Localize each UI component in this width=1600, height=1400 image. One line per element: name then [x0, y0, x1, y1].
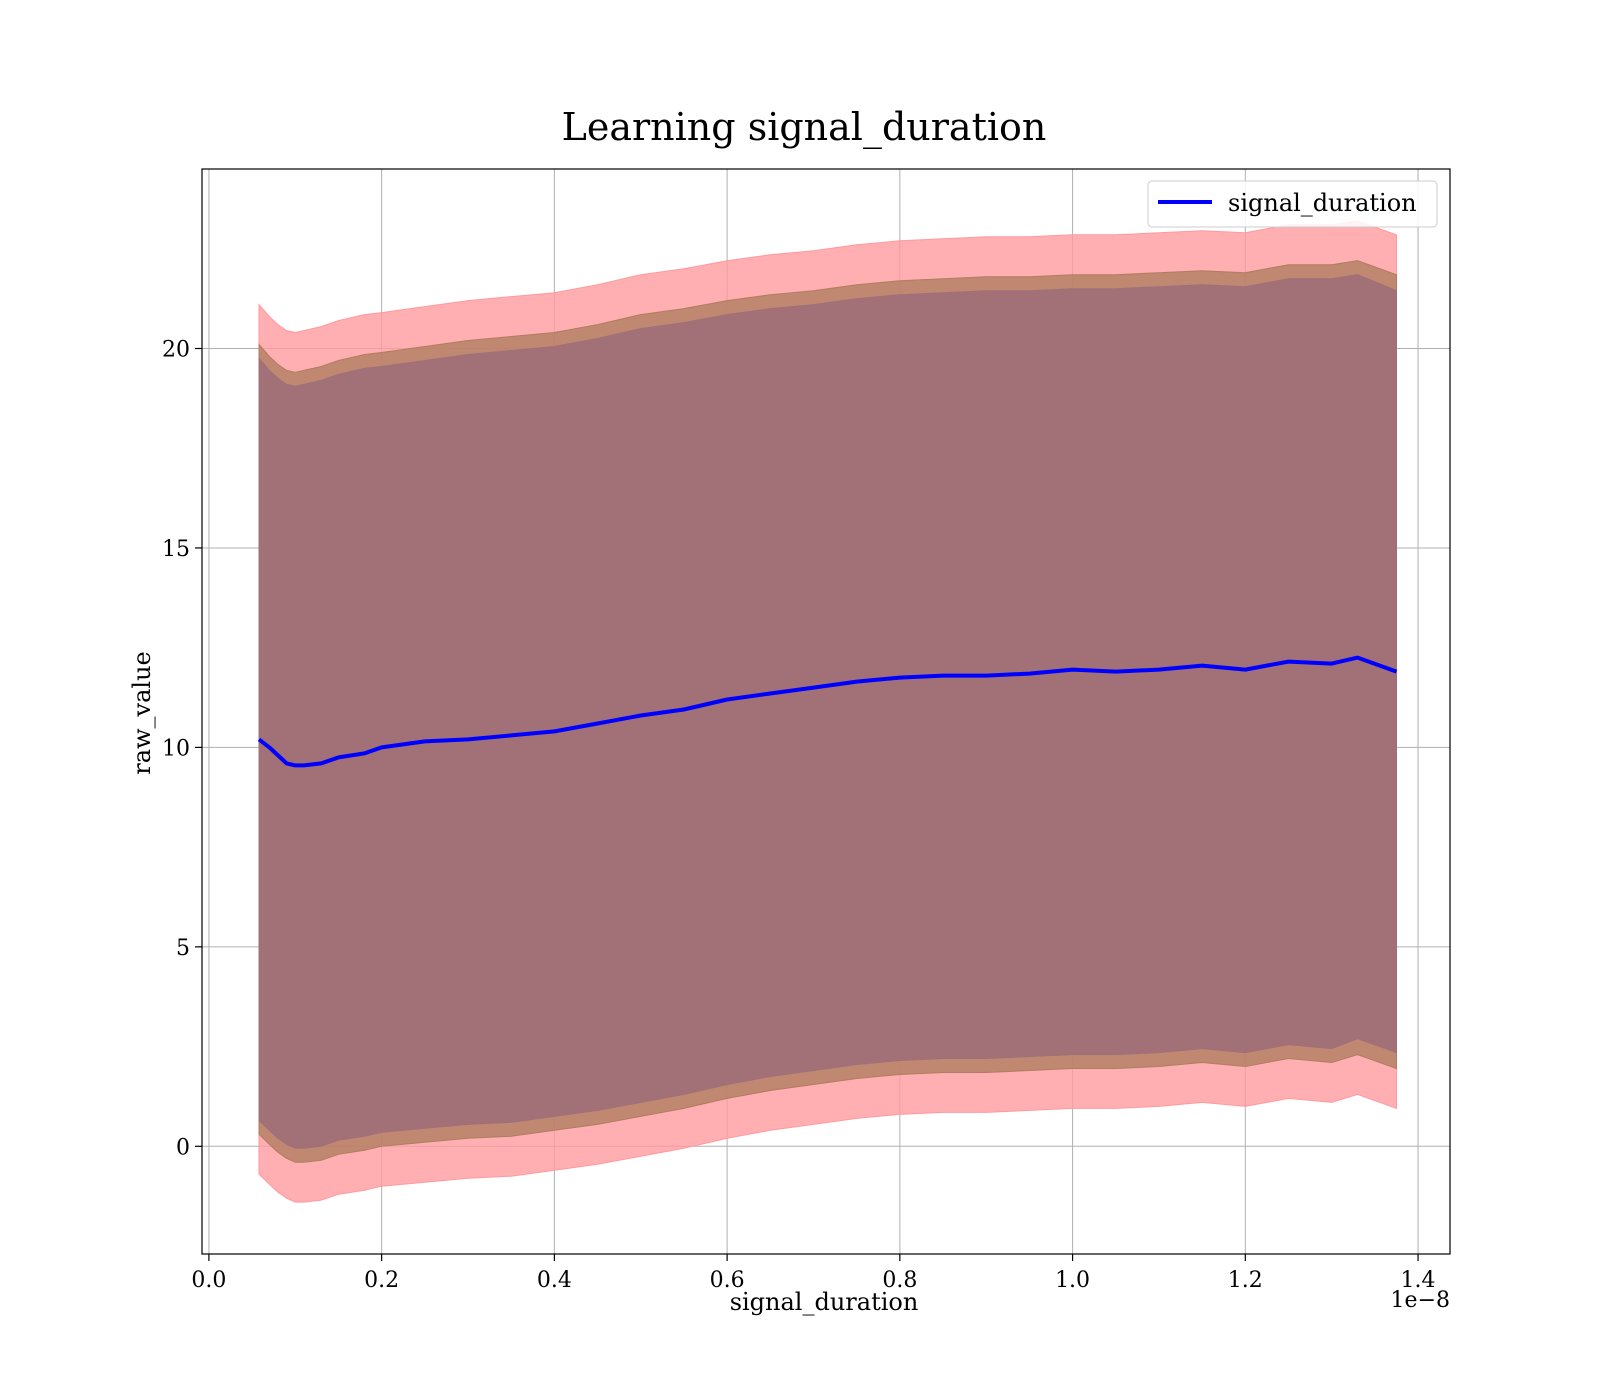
plot-area	[201, 168, 1451, 1255]
x-tick-label: 0.8	[882, 1268, 917, 1293]
chart-title: Learning signal_duration	[562, 105, 1047, 150]
x-tick-label: 0.2	[364, 1268, 399, 1293]
y-tick-label: 5	[176, 936, 190, 961]
y-axis-ticks: 0 5 10 15 20	[162, 338, 202, 1160]
y-axis-label: raw_value	[128, 651, 156, 775]
x-tick-label: 1.0	[1055, 1268, 1090, 1293]
x-tick-label: 1.4	[1401, 1268, 1436, 1293]
x-axis-label: signal_duration	[730, 1288, 919, 1316]
y-tick-label: 0	[176, 1135, 190, 1160]
y-tick-label: 15	[162, 537, 190, 562]
x-axis-offset-label: 1e−8	[1391, 1288, 1450, 1313]
legend: signal_duration	[1147, 180, 1438, 228]
x-tick-label: 0.6	[710, 1268, 745, 1293]
y-tick-label: 20	[162, 338, 190, 363]
x-tick-label: 0.0	[191, 1268, 226, 1293]
band-inner	[258, 274, 1397, 1149]
plot-frame	[201, 168, 1451, 1255]
x-tick-label: 0.4	[537, 1268, 572, 1293]
y-tick-label: 10	[162, 736, 190, 761]
x-axis-ticks: 0.0 0.2 0.4 0.6 0.8 1.0 1.2 1.4	[191, 1254, 1436, 1293]
legend-entry-signal-duration: signal_duration	[1228, 189, 1417, 217]
legend-box	[1147, 180, 1438, 228]
series-line-signal-duration	[257, 655, 1398, 768]
x-tick-label: 1.2	[1228, 1268, 1263, 1293]
